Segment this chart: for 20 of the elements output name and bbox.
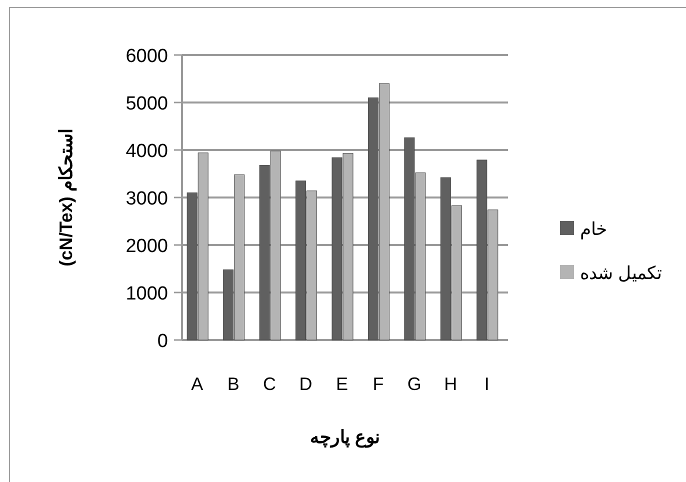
y-tick-label: 0 xyxy=(157,331,168,352)
x-axis-title: نوع پارچه xyxy=(310,427,380,448)
y-tick-label: 6000 xyxy=(126,46,168,67)
y-tick-label: 1000 xyxy=(126,284,168,304)
legend-label: تکمیل شده xyxy=(580,263,662,283)
x-tick-label: D xyxy=(299,374,312,394)
y-tick-label: 5000 xyxy=(126,94,168,114)
y-tick-label: 2000 xyxy=(126,236,168,257)
x-tick-label: A xyxy=(191,374,204,394)
x-tick-label: B xyxy=(227,374,240,394)
x-tick-label: I xyxy=(484,374,490,394)
legend-label: خام xyxy=(580,219,607,240)
y-tick-label: 3000 xyxy=(126,188,168,210)
y-axis-title: استحکام (cN/Tex) xyxy=(56,128,77,266)
x-tick-label: H xyxy=(444,374,458,394)
x-tick-label: C xyxy=(263,374,276,394)
x-tick-label: G xyxy=(407,374,422,394)
x-tick-label: F xyxy=(372,374,384,394)
y-tick-label: 4000 xyxy=(126,141,168,162)
x-tick-label: E xyxy=(336,374,348,394)
